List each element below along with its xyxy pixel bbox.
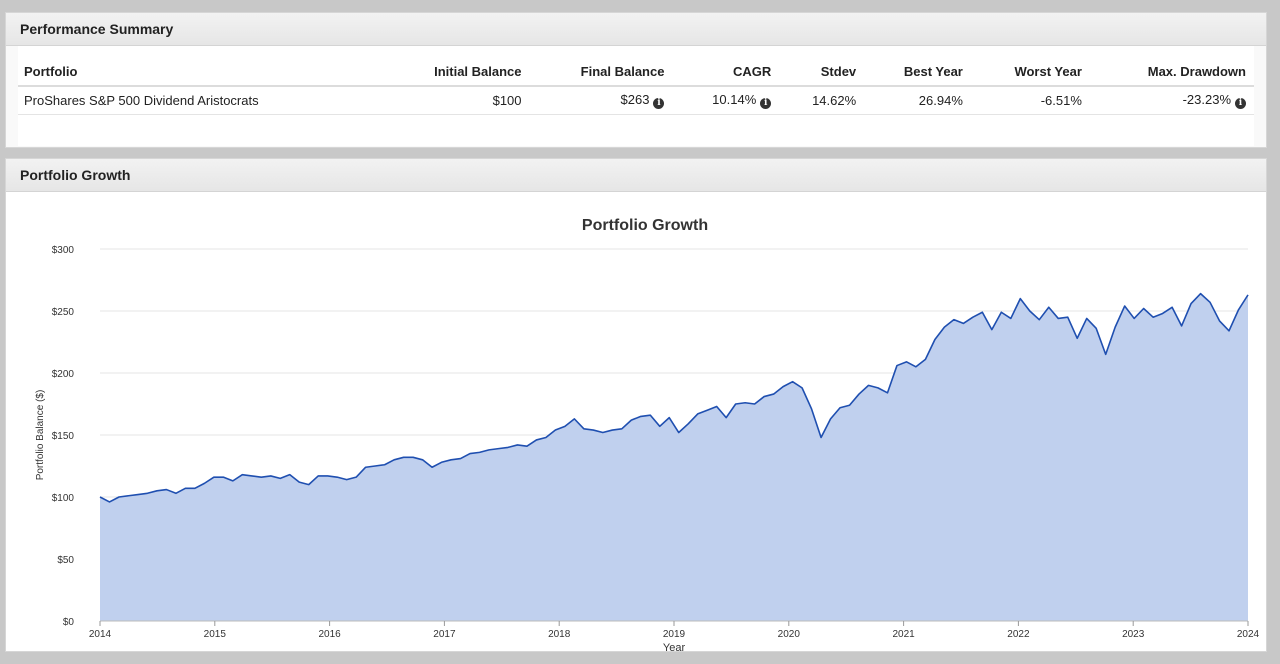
table-row: ProShares S&P 500 Dividend Aristocrats $…: [18, 86, 1254, 115]
y-tick-label: $200: [52, 369, 75, 380]
x-tick-label: 2024: [1237, 629, 1260, 640]
info-circle-icon[interactable]: i: [760, 98, 772, 109]
x-axis-title: Year: [663, 642, 686, 651]
cagr-cell: 10.14% i: [672, 86, 780, 115]
initial-balance-value: $100: [381, 86, 530, 115]
col-cagr: CAGR: [672, 58, 780, 87]
final-balance-value: $263: [620, 92, 650, 107]
best-year-value: 26.94%: [864, 86, 971, 115]
col-initial-balance: Initial Balance: [381, 58, 530, 87]
y-tick-label: $50: [57, 555, 74, 566]
series-line[interactable]: [99, 292, 1249, 503]
info-circle-icon[interactable]: i: [1235, 98, 1246, 109]
col-final-balance: Final Balance: [529, 58, 673, 87]
x-tick-label: 2022: [1007, 629, 1030, 640]
x-tick-label: 2017: [433, 629, 456, 640]
performance-summary-panel: Performance Summary Portfolio Initial Ba…: [5, 12, 1267, 148]
final-balance-cell: $263 i: [529, 86, 673, 115]
x-tick-label: 2016: [318, 629, 341, 640]
portfolio-growth-header: Portfolio Growth: [6, 159, 1266, 192]
x-tick-labels: 2014 2015 2016 2017 2018 2019 2020 2021 2022 2023…: [89, 621, 1260, 640]
x-tick-label: 2023: [1122, 629, 1145, 640]
x-tick-label: 2018: [548, 629, 571, 640]
col-portfolio: Portfolio: [18, 58, 382, 87]
performance-summary-header: Performance Summary: [6, 13, 1266, 46]
x-tick-label: 2020: [778, 629, 801, 640]
chart-title: Portfolio Growth: [582, 217, 708, 234]
max-drawdown-value: -23.23%: [1182, 92, 1231, 107]
y-tick-label: $300: [52, 245, 75, 256]
y-tick-label: $150: [52, 431, 75, 442]
stdev-value: 14.62%: [779, 86, 865, 115]
performance-table: Portfolio Initial Balance Final Balance …: [18, 58, 1254, 115]
portfolio-growth-chart: $0 $50 $100 $150 $200 $250 $300 2014 2015 2016 20…: [6, 192, 1266, 654]
series-area: [100, 293, 1248, 621]
y-axis-title: Portfolio Balance ($): [35, 390, 46, 481]
x-tick-label: 2019: [663, 629, 686, 640]
col-stdev: Stdev: [779, 58, 865, 87]
x-tick-label: 2014: [89, 629, 112, 640]
portfolio-name: ProShares S&P 500 Dividend Aristocrats: [18, 86, 382, 115]
cagr-value: 10.14%: [712, 92, 757, 107]
y-tick-label: $100: [52, 493, 75, 504]
performance-summary-body: Portfolio Initial Balance Final Balance …: [18, 46, 1254, 146]
y-tick-label: $0: [63, 617, 75, 628]
col-worst-year: Worst Year: [970, 58, 1090, 87]
window-scrollbar[interactable]: [1268, 0, 1280, 664]
table-header-row: Portfolio Initial Balance Final Balance …: [18, 58, 1254, 87]
x-tick-label: 2015: [204, 629, 227, 640]
y-tick-labels: $0 $50 $100 $150 $200 $250 $300: [52, 245, 75, 628]
y-tick-label: $250: [52, 307, 75, 318]
chart-svg: $0$50$100$150$200$250$300 2014 2015 2016 20…: [35, 217, 1260, 654]
worst-year-value: -6.51%: [970, 86, 1090, 115]
col-max-drawdown: Max. Drawdown: [1089, 58, 1254, 87]
portfolio-growth-panel: Portfolio Growth $0 $50 $100 $150 $200 $250 $3…: [5, 158, 1267, 654]
info-circle-icon[interactable]: i: [653, 98, 665, 109]
x-tick-label: 2021: [892, 629, 915, 640]
max-drawdown-cell: -23.23% i: [1089, 86, 1254, 115]
col-best-year: Best Year: [864, 58, 971, 87]
